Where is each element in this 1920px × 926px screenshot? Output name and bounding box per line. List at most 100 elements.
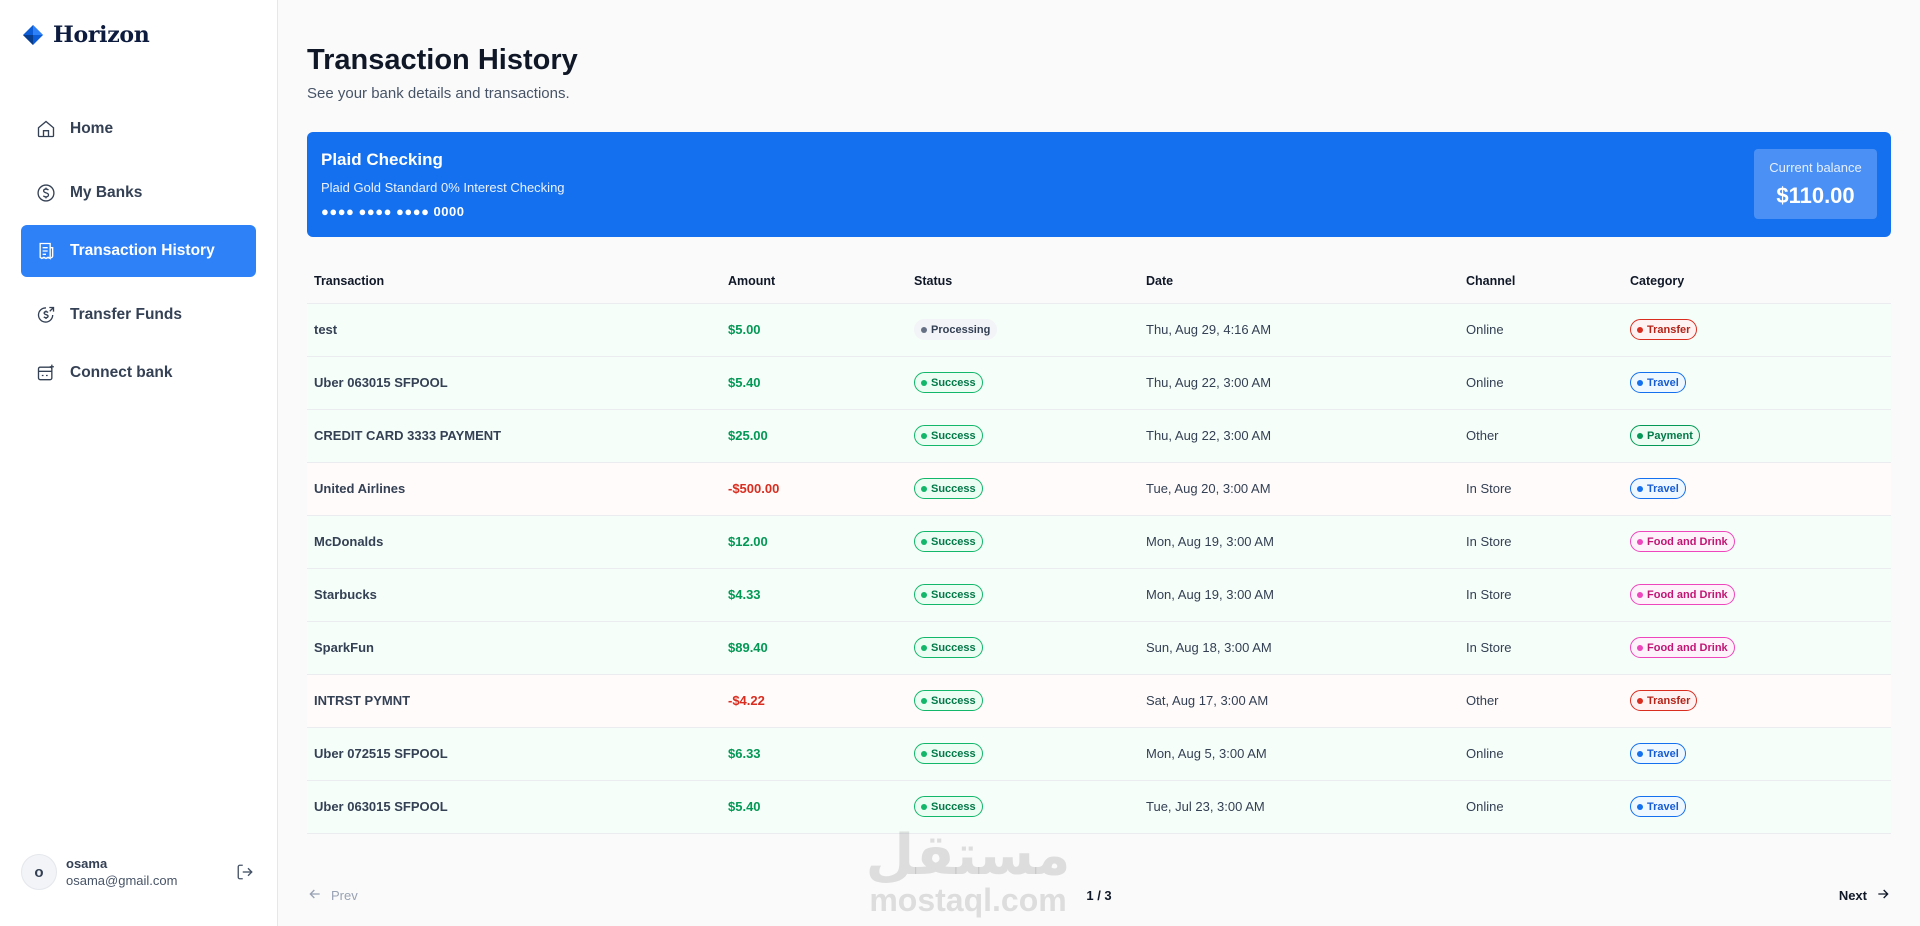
status-cell: Success (907, 409, 1139, 463)
category-label: Travel (1647, 482, 1679, 495)
status-label: Success (931, 800, 976, 813)
category-dot-icon (1637, 591, 1643, 598)
main-content: Transaction History See your bank detail… (278, 0, 1920, 926)
page-title: Transaction History (307, 44, 578, 76)
status-cell: Success (907, 356, 1139, 410)
dollar-icon (35, 182, 57, 204)
transaction-date: Tue, Jul 23, 3:00 AM (1139, 780, 1459, 834)
table-row[interactable]: United Airlines -$500.00 Success Tue, Aug 2… (307, 462, 1891, 516)
status-dot-icon (921, 644, 927, 651)
category-badge: Payment (1630, 425, 1700, 446)
column-header-date: Date (1139, 260, 1459, 304)
transaction-amount: $89.40 (721, 621, 907, 675)
category-label: Transfer (1647, 323, 1691, 336)
logout-icon[interactable] (234, 861, 256, 883)
pagination: Prev 1 / 3 Next (307, 883, 1891, 907)
transaction-name: Uber 072515 SFPOOL (307, 727, 721, 781)
table-row[interactable]: Starbucks $4.33 Success Mon, Aug 19, 3:00 A… (307, 568, 1891, 622)
transaction-name: Starbucks (307, 568, 721, 622)
table-row[interactable]: Uber 063015 SFPOOL $5.40 Success Tue, Jul 2… (307, 780, 1891, 834)
table-header: Transaction Amount Status Date Channel C… (307, 260, 1891, 304)
transaction-amount: $5.40 (721, 780, 907, 834)
status-cell: Success (907, 780, 1139, 834)
status-label: Success (931, 747, 976, 760)
transaction-date: Thu, Aug 22, 3:00 AM (1139, 409, 1459, 463)
transaction-amount: $5.00 (721, 303, 907, 357)
category-label: Travel (1647, 800, 1679, 813)
bank-account-mask: ●●●● ●●●● ●●●● 0000 (321, 204, 465, 219)
sidebar-item-label: Home (70, 120, 114, 137)
table-row[interactable]: test $5.00 Processing Thu, Aug 29, 4:16 AM O… (307, 303, 1891, 357)
transaction-date: Tue, Aug 20, 3:00 AM (1139, 462, 1459, 516)
sidebar-item-home[interactable]: Home (21, 103, 256, 155)
category-cell: Travel (1623, 780, 1891, 834)
category-label: Transfer (1647, 694, 1691, 707)
brand[interactable]: Horizon (21, 0, 256, 70)
transaction-amount: -$4.22 (721, 674, 907, 728)
transaction-date: Mon, Aug 19, 3:00 AM (1139, 568, 1459, 622)
category-badge: Transfer (1630, 690, 1698, 711)
category-dot-icon (1637, 750, 1643, 757)
sidebar-item-my-banks[interactable]: My Banks (21, 167, 256, 219)
transaction-name: SparkFun (307, 621, 721, 675)
sidebar-item-transaction-history[interactable]: Transaction History (21, 225, 256, 277)
avatar[interactable]: o (21, 854, 57, 890)
column-header-channel: Channel (1459, 260, 1623, 304)
status-badge: Success (914, 372, 983, 393)
table-row[interactable]: McDonalds $12.00 Success Mon, Aug 19, 3:00 … (307, 515, 1891, 569)
table-row[interactable]: Uber 072515 SFPOOL $6.33 Success Mon, Aug 5… (307, 727, 1891, 781)
next-button[interactable]: Next (1839, 886, 1891, 905)
category-dot-icon (1637, 326, 1643, 333)
category-cell: Travel (1623, 727, 1891, 781)
arrow-left-icon (307, 886, 323, 905)
column-header-status: Status (907, 260, 1139, 304)
user-name: osama (66, 856, 108, 871)
status-dot-icon (921, 803, 927, 810)
transaction-channel: Other (1459, 674, 1623, 728)
transaction-date: Thu, Aug 22, 3:00 AM (1139, 356, 1459, 410)
category-badge: Travel (1630, 372, 1686, 393)
user-email: osama@gmail.com (66, 873, 178, 888)
category-label: Travel (1647, 747, 1679, 760)
bank-details: Plaid Checking Plaid Gold Standard 0% In… (321, 150, 565, 219)
transaction-date: Thu, Aug 29, 4:16 AM (1139, 303, 1459, 357)
transaction-amount: $25.00 (721, 409, 907, 463)
status-dot-icon (921, 432, 927, 439)
transaction-channel: Online (1459, 780, 1623, 834)
category-cell: Food and Drink (1623, 515, 1891, 569)
status-label: Success (931, 482, 976, 495)
prev-button[interactable]: Prev (307, 886, 358, 905)
next-label: Next (1838, 887, 1867, 903)
category-badge: Travel (1630, 796, 1686, 817)
transaction-name: test (307, 303, 721, 357)
table-row[interactable]: SparkFun $89.40 Success Sun, Aug 18, 3:00 A… (307, 621, 1891, 675)
sidebar-item-transfer-funds[interactable]: Transfer Funds (21, 289, 256, 341)
sidebar-item-label: Connect bank (70, 364, 173, 381)
category-label: Food and Drink (1647, 588, 1728, 601)
category-dot-icon (1637, 379, 1643, 386)
status-dot-icon (921, 750, 927, 757)
table-row[interactable]: Uber 063015 SFPOOL $5.40 Success Thu, Aug 2… (307, 356, 1891, 410)
category-badge: Food and Drink (1630, 584, 1735, 605)
horizon-logo-icon (21, 23, 45, 47)
table-row[interactable]: INTRST PYMNT -$4.22 Success Sat, Aug 17, 3:… (307, 674, 1891, 728)
transaction-channel: Online (1459, 303, 1623, 357)
transaction-date: Mon, Aug 5, 3:00 AM (1139, 727, 1459, 781)
status-cell: Success (907, 727, 1139, 781)
transaction-channel: Other (1459, 409, 1623, 463)
status-label: Success (931, 588, 976, 601)
status-badge: Success (914, 637, 983, 658)
transaction-name: United Airlines (307, 462, 721, 516)
transaction-amount: $4.33 (721, 568, 907, 622)
status-badge: Success (914, 690, 983, 711)
table-row[interactable]: CREDIT CARD 3333 PAYMENT $25.00 Success Thu… (307, 409, 1891, 463)
transaction-channel: In Store (1459, 621, 1623, 675)
arrow-right-icon (1875, 886, 1891, 905)
sidebar-item-connect-bank[interactable]: Connect bank (21, 347, 256, 399)
category-label: Travel (1647, 376, 1679, 389)
connect-bank-icon (35, 362, 57, 384)
category-cell: Food and Drink (1623, 568, 1891, 622)
prev-label: Prev (331, 887, 358, 903)
category-badge: Transfer (1630, 319, 1698, 340)
transaction-date: Sat, Aug 17, 3:00 AM (1139, 674, 1459, 728)
